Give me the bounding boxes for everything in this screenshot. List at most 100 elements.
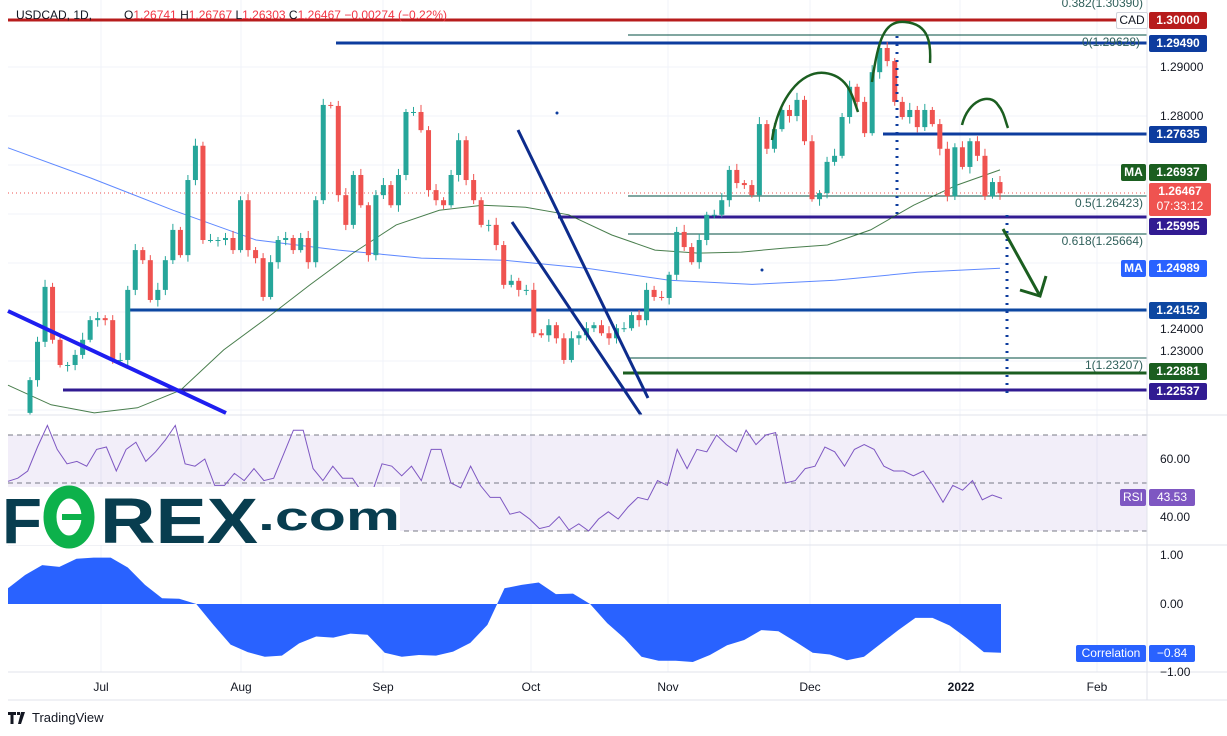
trendline-left[interactable] [7,309,227,415]
candle [471,173,477,205]
down-arrow-icon[interactable] [1001,228,1048,298]
candle-body [305,237,311,263]
candle-body [253,250,259,259]
correlation-area [8,557,1001,662]
candle [298,232,304,253]
symbol-title[interactable]: USDCAD, 1D, [16,8,93,22]
fibonacci-retracement[interactable] [628,34,1147,359]
candle [426,126,432,197]
candle [538,329,544,338]
candle-body [275,240,281,263]
level-label-1.22881: 1.22881 [1149,363,1207,380]
channel-line-upper[interactable] [516,129,650,399]
right-shoulder-arc[interactable] [960,97,1010,129]
tradingview-logo-icon [8,711,25,724]
candle-body [493,224,499,246]
candle [546,319,552,342]
candle [598,320,604,336]
candle [215,236,221,247]
candle [350,170,356,229]
candle-body [877,47,883,73]
candle [335,100,341,202]
candle-body [674,231,680,275]
candle [937,119,943,156]
level-label-1.27635: 1.27635 [1149,126,1207,143]
candle-body [132,250,138,290]
candle-body [817,193,823,200]
horizontal-levels[interactable] [8,18,1147,392]
candle [644,282,650,326]
level-label-1.30000: 1.30000 [1149,12,1207,29]
candle [358,168,364,208]
candle-body [869,72,875,134]
candle [914,105,920,133]
candle [27,377,33,416]
candle-body [358,174,364,206]
candle-body [741,183,747,186]
channel-line-lower[interactable] [510,221,643,416]
left-shoulder-arc[interactable] [770,71,860,141]
candle [132,244,138,296]
candle-body [147,260,153,300]
candle-body [207,240,213,242]
current-price-value: 1.26467 [1158,184,1202,198]
candle-body [726,169,732,201]
candle-body [899,101,905,118]
candle-body [125,289,131,360]
candle-body [223,237,229,241]
price-tick: 1.29000 [1160,60,1204,74]
candle-body [794,99,800,117]
currency-badge[interactable]: CAD [1116,12,1148,29]
candle-body [711,214,717,216]
candle-body [666,274,672,298]
candle-body [952,147,958,197]
candle [140,247,146,265]
correlation-tick: −1.00 [1160,665,1191,679]
rsi-tick: 60.00 [1160,452,1191,466]
candle-body [298,237,304,251]
drawings[interactable] [7,20,1048,416]
candle [922,103,928,131]
candle-body [87,320,93,340]
candle [531,282,537,338]
candle-body [486,224,492,226]
candle [666,271,672,305]
candle [433,184,439,206]
ma-slow-value: 1.24989 [1149,260,1207,277]
candle-body [65,364,71,366]
candle-body [847,86,853,118]
head-arc[interactable] [870,20,932,83]
candle-body [200,145,206,241]
candle [794,92,800,122]
candle [275,235,281,269]
candle [305,230,311,269]
candle [967,138,973,174]
candle [230,230,236,254]
candle [147,255,153,303]
close-label: C [288,8,298,22]
candle [177,226,183,258]
candle-body [410,111,416,113]
tradingview-footer[interactable]: TradingView [8,710,104,725]
candle [65,361,71,372]
candle [501,241,507,289]
level-label-1.29490: 1.29490 [1149,35,1207,52]
candle [478,197,484,228]
candle [952,143,958,201]
level-label-1.25995: 1.25995 [1149,218,1207,235]
candle [907,102,913,124]
candle-body [117,359,123,361]
candle [689,243,695,265]
candle [982,148,988,201]
candle-body [606,333,612,339]
candle [824,156,830,199]
candle-body [824,161,830,194]
correlation-tick: 1.00 [1160,548,1184,562]
candle [704,211,710,246]
candle [410,106,416,116]
correlation-tick: 0.00 [1160,597,1184,611]
candle [764,120,770,154]
candle-body [809,141,815,200]
candle [681,224,687,251]
